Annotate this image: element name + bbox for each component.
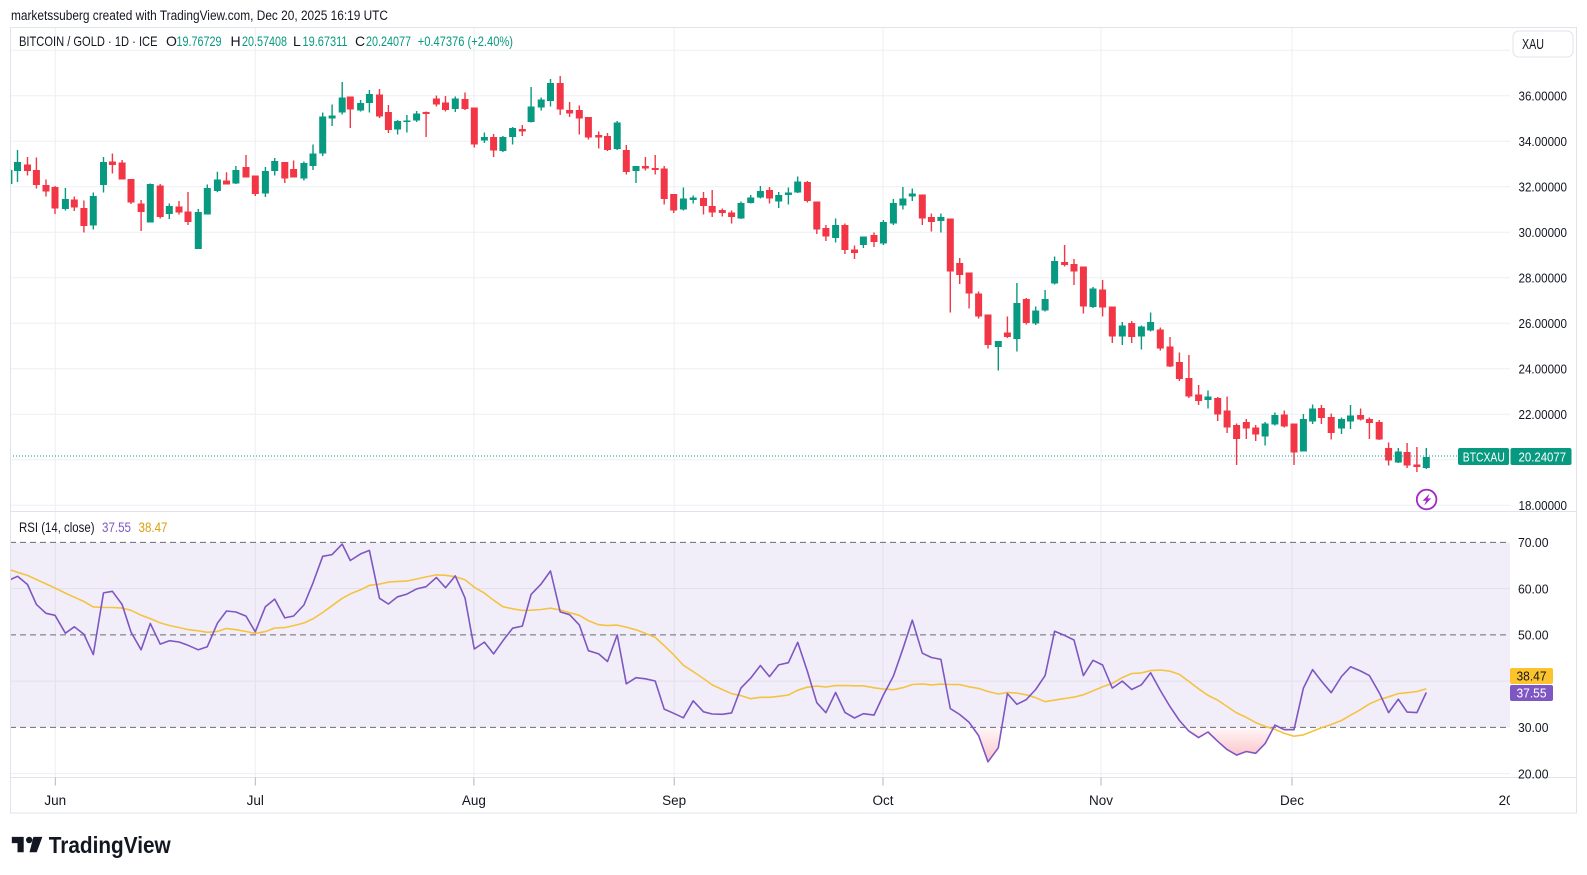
svg-text:Nov: Nov: [1089, 793, 1113, 808]
svg-text:XAU: XAU: [1522, 37, 1544, 53]
svg-text:Dec: Dec: [1280, 793, 1304, 808]
svg-text:Oct: Oct: [872, 793, 893, 808]
svg-text:19.67311: 19.67311: [303, 33, 348, 49]
svg-text:O: O: [166, 33, 177, 49]
svg-text:Aug: Aug: [462, 793, 486, 808]
svg-text:Sep: Sep: [662, 793, 686, 808]
svg-text:30.00000: 30.00000: [1519, 225, 1568, 240]
svg-text:20.24077: 20.24077: [366, 33, 411, 49]
svg-text:24.00000: 24.00000: [1519, 362, 1568, 377]
svg-text:70.00: 70.00: [1518, 535, 1549, 550]
svg-text:TradingView: TradingView: [49, 832, 172, 858]
svg-text:19.76729: 19.76729: [177, 33, 222, 49]
svg-text:34.00000: 34.00000: [1519, 134, 1568, 149]
svg-text:+0.47376 (+2.40%): +0.47376 (+2.40%): [418, 33, 513, 49]
svg-text:37.55: 37.55: [102, 520, 131, 535]
svg-text:28.00000: 28.00000: [1519, 271, 1568, 286]
svg-text:C: C: [355, 33, 365, 49]
svg-text:marketssuberg created with Tra: marketssuberg created with TradingView.c…: [11, 8, 388, 23]
svg-text:36.00000: 36.00000: [1519, 89, 1568, 104]
svg-text:BTCXAU: BTCXAU: [1463, 450, 1505, 465]
svg-text:RSI (14, close): RSI (14, close): [19, 520, 95, 535]
svg-text:26.00000: 26.00000: [1519, 316, 1568, 331]
svg-text:Jul: Jul: [247, 793, 264, 808]
svg-text:60.00: 60.00: [1518, 581, 1549, 596]
svg-text:Jun: Jun: [44, 793, 66, 808]
svg-text:38.47: 38.47: [139, 520, 168, 535]
svg-text:L: L: [293, 33, 301, 49]
svg-text:38.47: 38.47: [1517, 670, 1547, 684]
svg-text:20.00: 20.00: [1518, 766, 1549, 781]
svg-text:22.00000: 22.00000: [1519, 407, 1568, 422]
svg-text:20.24077: 20.24077: [1519, 450, 1567, 465]
svg-text:2026: 2026: [1499, 793, 1529, 808]
svg-text:20.57408: 20.57408: [242, 33, 287, 49]
svg-text:H: H: [231, 33, 241, 49]
svg-text:50.00: 50.00: [1518, 628, 1549, 643]
svg-text:32.00000: 32.00000: [1519, 180, 1568, 195]
svg-text:18.00000: 18.00000: [1519, 498, 1568, 513]
svg-text:BITCOIN / GOLD · 1D · ICE: BITCOIN / GOLD · 1D · ICE: [19, 33, 158, 49]
svg-text:37.55: 37.55: [1517, 687, 1547, 701]
svg-text:30.00: 30.00: [1518, 720, 1549, 735]
